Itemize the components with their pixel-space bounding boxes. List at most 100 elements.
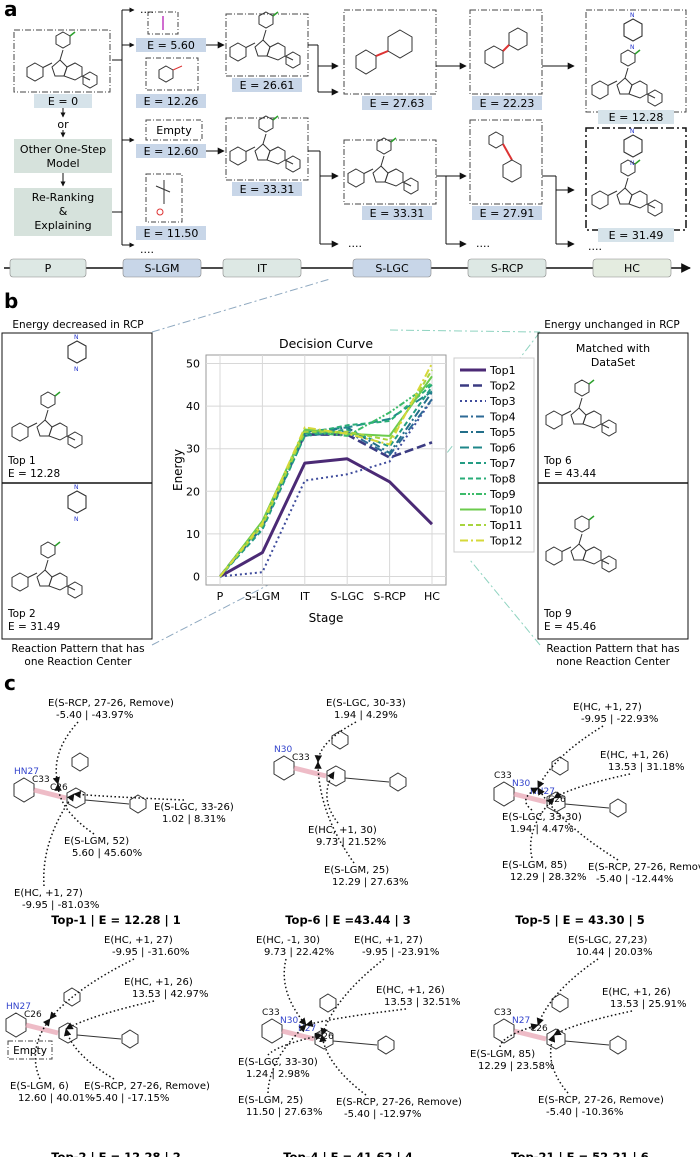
contribution-arrow <box>49 958 135 1020</box>
reaction-bond-highlight <box>293 765 327 779</box>
left-card1-top: Top 1 <box>7 455 36 467</box>
contribution-arrow <box>283 958 307 1026</box>
contribution-value: 13.53 | 32.51% <box>384 997 460 1008</box>
contribution-value: 1.02 | 8.31% <box>162 814 226 825</box>
contribution-term: E(S-LGM, 85) <box>502 860 567 871</box>
y-tick-label: 50 <box>186 358 200 371</box>
ring-benzimidazole <box>546 791 566 813</box>
ring-chlorobenzyl <box>551 993 569 1013</box>
y-tick-label: 20 <box>186 485 200 498</box>
rerank-line1: Re-Ranking <box>32 191 94 204</box>
contribution-value: 12.29 | 28.32% <box>510 872 586 883</box>
contribution-value: -9.95 | -31.60% <box>112 947 189 958</box>
left-caption-2: one Reaction Center <box>24 656 132 668</box>
atom-label: C26 <box>316 1032 334 1042</box>
contribution-value: -9.95 | -81.03% <box>22 900 99 911</box>
atom-label: HN27 <box>6 1002 31 1012</box>
contribution-value: -5.40 | -12.44% <box>596 874 673 885</box>
y-tick-label: 10 <box>186 528 200 541</box>
panel-a-letter: a <box>4 0 18 21</box>
left-card2-energy: E = 31.49 <box>8 621 60 633</box>
right-caption-1: Reaction Pattern that has <box>546 643 679 655</box>
stage-chip-s-rcp <box>467 258 547 278</box>
atom-label: C26 <box>24 1010 42 1020</box>
ring-chlorobenzyl <box>331 730 349 750</box>
legend-label: Top4 <box>489 411 516 424</box>
card-caption: Top-2 | E = 12.28 | 2 <box>51 1150 181 1157</box>
right-match-1: Matched with <box>576 342 650 355</box>
contribution-term: E(S-LGC, 33-26) <box>154 802 234 813</box>
legend-label: Top1 <box>489 364 516 377</box>
x-tick-label: S-LGM <box>245 590 280 603</box>
ring-benzimidazole <box>66 787 86 809</box>
contribution-term: E(S-RCP, 27-26, Remove) <box>336 1097 462 1108</box>
atom-label: C26 <box>530 1024 548 1034</box>
card-caption: Top-1 | E = 12.28 | 1 <box>51 913 181 927</box>
right-box <box>537 332 689 640</box>
contribution-term: E(HC, +1, 27) <box>354 935 423 946</box>
contribution-arrow <box>54 783 95 835</box>
ring-left <box>493 1018 515 1044</box>
ring-phenoxy <box>609 1035 627 1055</box>
stage-label-s-lgm: S-LGM <box>144 262 179 275</box>
contribution-arrow <box>525 787 539 811</box>
ring-left <box>273 755 295 781</box>
stage-bar: P S-LGM IT S-LGC S-RCP HC <box>9 258 672 278</box>
hc-energy-1: E = 12.28 <box>609 111 664 124</box>
contribution-arrow <box>73 790 185 801</box>
stage-label-s-lgc: S-LGC <box>375 262 409 275</box>
atom-label: C33 <box>494 771 512 781</box>
decision-curve-chart: Decision Curve 0 10 20 30 40 50 P S-LGM IT S-LGC S-… <box>171 336 535 625</box>
series-line-top4 <box>219 398 433 578</box>
atom-label: N27 <box>512 1016 530 1026</box>
y-tick-label: 0 <box>193 570 200 583</box>
contribution-value: 12.60 | 40.01% <box>18 1093 94 1104</box>
lgm-energy-1: E = 5.60 <box>147 39 195 52</box>
contribution-value: 5.60 | 45.60% <box>72 848 142 859</box>
reaction-bond-highlight <box>25 1022 59 1036</box>
contribution-arrow <box>537 725 604 789</box>
chart-title: Decision Curve <box>279 336 373 351</box>
left-card2-top: Top 2 <box>7 608 36 620</box>
atom-label: C33 <box>262 1008 280 1018</box>
contribution-value: 12.29 | 23.58% <box>478 1061 554 1072</box>
contribution-term: E(S-LGC, 27,23) <box>568 935 647 946</box>
ring-benzimidazole <box>326 765 346 787</box>
hc-energy-2: E = 31.49 <box>609 229 664 242</box>
ring-benzimidazole <box>58 1022 78 1044</box>
ring-left <box>493 781 515 807</box>
ring-left <box>5 1012 27 1038</box>
card-caption: Top-6 | E =43.44 | 3 <box>285 913 411 927</box>
reaction-bond-highlight <box>33 787 67 801</box>
contribution-value: 1.94 | 4.29% <box>334 710 398 721</box>
right-title: Energy unchanged in RCP <box>544 319 679 331</box>
contribution-term: E(HC, +1, 26) <box>600 750 669 761</box>
stage-chip-it <box>222 258 302 278</box>
start-molecule <box>26 31 98 89</box>
contribution-term: E(HC, +1, 27) <box>573 702 642 713</box>
legend-label: Top6 <box>489 442 516 455</box>
right-card1-energy: E = 43.44 <box>544 468 596 480</box>
contribution-arrow <box>63 1028 115 1080</box>
atom-label: N27 <box>298 1024 316 1034</box>
contribution-arrow <box>326 771 339 824</box>
ring-left <box>261 1018 283 1044</box>
contribution-term: E(S-LGC, 33-30) <box>238 1057 318 1068</box>
right-card2-energy: E = 45.46 <box>544 621 596 633</box>
stage-label-it: IT <box>257 262 267 275</box>
lgc-energy-2: E = 33.31 <box>370 207 425 220</box>
series-line-top8 <box>219 384 433 578</box>
x-tick-label: HC <box>424 590 440 603</box>
contribution-arrow <box>52 721 79 785</box>
contribution-value: -9.95 | -23.91% <box>362 947 439 958</box>
linker-bond <box>564 1040 610 1046</box>
atom-label: N30 <box>280 1016 298 1026</box>
series-line-top10 <box>219 375 433 578</box>
ring-phenoxy <box>609 798 627 818</box>
linker-bond <box>332 1040 378 1046</box>
lgc-dots: .... <box>348 237 362 250</box>
